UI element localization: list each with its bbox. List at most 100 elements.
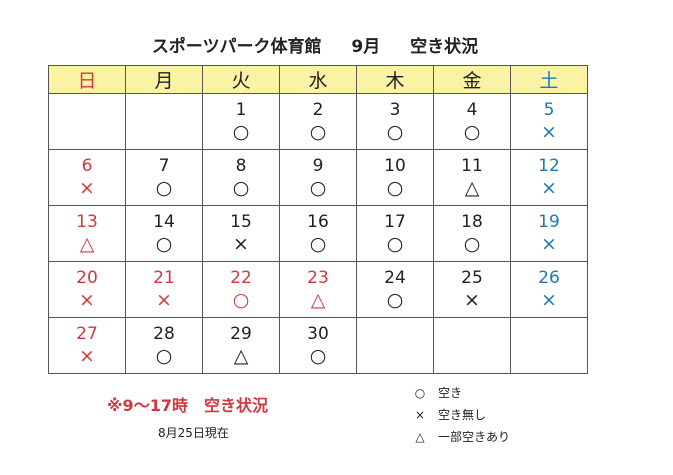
availability: ○ <box>155 233 173 255</box>
day-cell: 30 ○ <box>279 317 357 374</box>
day-cell: 9 ○ <box>279 149 357 206</box>
weekday: 日 <box>48 65 126 94</box>
availability: ○ <box>386 121 404 143</box>
availability: × <box>541 121 557 143</box>
day-number: 17 <box>384 212 406 232</box>
legend-label: 一部空きあり <box>438 430 511 444</box>
weekday: 水 <box>279 65 357 94</box>
availability: × <box>156 289 172 311</box>
availability: × <box>233 233 249 255</box>
availability: × <box>541 233 557 255</box>
availability: ○ <box>232 289 250 311</box>
day-cell: 14 ○ <box>125 205 203 262</box>
weekday: 木 <box>356 65 434 94</box>
availability: × <box>79 289 95 311</box>
day-cell: 22 ○ <box>202 261 280 318</box>
day-number: 29 <box>230 324 252 344</box>
day-number: 27 <box>76 324 98 344</box>
day-number: 15 <box>230 212 252 232</box>
day-number: 9 <box>312 156 324 176</box>
availability: ○ <box>232 121 250 143</box>
legend-item: △ 一部空きあり <box>402 426 510 448</box>
legend-symbol: ○ <box>414 386 426 400</box>
day-number: 1 <box>235 100 247 120</box>
day-number: 4 <box>466 100 478 120</box>
legend-label: 空き無し <box>438 408 487 422</box>
availability: ○ <box>232 177 250 199</box>
weekday: 金 <box>433 65 511 94</box>
day-number: 16 <box>307 212 329 232</box>
availability: ○ <box>463 121 481 143</box>
day-number: 7 <box>158 156 170 176</box>
weekday: 火 <box>202 65 280 94</box>
availability: ○ <box>155 345 173 367</box>
day-cell: 21 × <box>125 261 203 318</box>
day-cell <box>356 317 434 374</box>
availability: × <box>541 177 557 199</box>
day-cell: 6 × <box>48 149 126 206</box>
availability: ○ <box>155 177 173 199</box>
day-cell: 17 ○ <box>356 205 434 262</box>
as-of: 8月25日現在 <box>158 426 229 440</box>
day-cell: 15 × <box>202 205 280 262</box>
week: 13 △ 14 ○ 15 × 16 ○ 17 ○ 18 ○ 19 × <box>48 205 588 262</box>
day-cell <box>433 317 511 374</box>
day-cell: 27 × <box>48 317 126 374</box>
day-number: 11 <box>461 156 483 176</box>
day-cell: 8 ○ <box>202 149 280 206</box>
day-number: 19 <box>538 212 560 232</box>
legend-label: 空き <box>438 386 463 400</box>
availability: × <box>464 289 480 311</box>
day-cell: 1 ○ <box>202 93 280 150</box>
day-cell: 20 × <box>48 261 126 318</box>
month: 9月 <box>351 37 381 57</box>
day-cell: 24 ○ <box>356 261 434 318</box>
day-cell: 10 ○ <box>356 149 434 206</box>
day-cell <box>48 93 126 150</box>
day-number: 23 <box>307 268 329 288</box>
week: 1 ○ 2 ○ 3 ○ 4 ○ 5 × <box>48 93 588 150</box>
availability: ○ <box>309 121 327 143</box>
availability: ○ <box>386 233 404 255</box>
availability: ○ <box>309 233 327 255</box>
day-number: 26 <box>538 268 560 288</box>
day-cell: 4 ○ <box>433 93 511 150</box>
availability: ○ <box>309 177 327 199</box>
day-cell <box>125 93 203 150</box>
availability: × <box>541 289 557 311</box>
availability: △ <box>79 233 95 255</box>
day-cell: 25 × <box>433 261 511 318</box>
weekday: 土 <box>510 65 588 94</box>
day-number: 20 <box>76 268 98 288</box>
availability: ○ <box>386 289 404 311</box>
day-number: 8 <box>235 156 247 176</box>
day-cell <box>510 317 588 374</box>
note: ※9～17時 空き状況 <box>107 396 268 415</box>
facility: スポーツパーク体育館 <box>151 37 322 57</box>
day-number: 14 <box>153 212 175 232</box>
day-cell: 13 △ <box>48 205 126 262</box>
week: 6 × 7 ○ 8 ○ 9 ○ 10 ○ 11 △ 12 × <box>48 149 588 206</box>
subtitle: 空き状況 <box>410 37 479 57</box>
day-number: 2 <box>312 100 324 120</box>
day-number: 13 <box>76 212 98 232</box>
day-number: 28 <box>153 324 175 344</box>
day-number: 3 <box>389 100 401 120</box>
day-number: 22 <box>230 268 252 288</box>
availability: ○ <box>463 233 481 255</box>
availability: △ <box>233 345 249 367</box>
weekday: 月 <box>125 65 203 94</box>
day-cell: 28 ○ <box>125 317 203 374</box>
day-cell: 11 △ <box>433 149 511 206</box>
legend-item: × 空き無し <box>402 404 510 426</box>
day-number: 24 <box>384 268 406 288</box>
availability: △ <box>310 289 326 311</box>
availability: × <box>79 177 95 199</box>
legend: ○ 空き × 空き無し △ 一部空きあり <box>402 382 510 448</box>
day-cell: 19 × <box>510 205 588 262</box>
availability: × <box>79 345 95 367</box>
day-number: 5 <box>543 100 555 120</box>
calendar: 日月火水木金土 1 ○ 2 ○ 3 ○ 4 ○ 5 × 6 × 7 ○ 8 ○ 9 ○ 10 ○ 11 △ 12 × 13 △ 14 ○… <box>48 65 588 374</box>
day-cell: 23 △ <box>279 261 357 318</box>
